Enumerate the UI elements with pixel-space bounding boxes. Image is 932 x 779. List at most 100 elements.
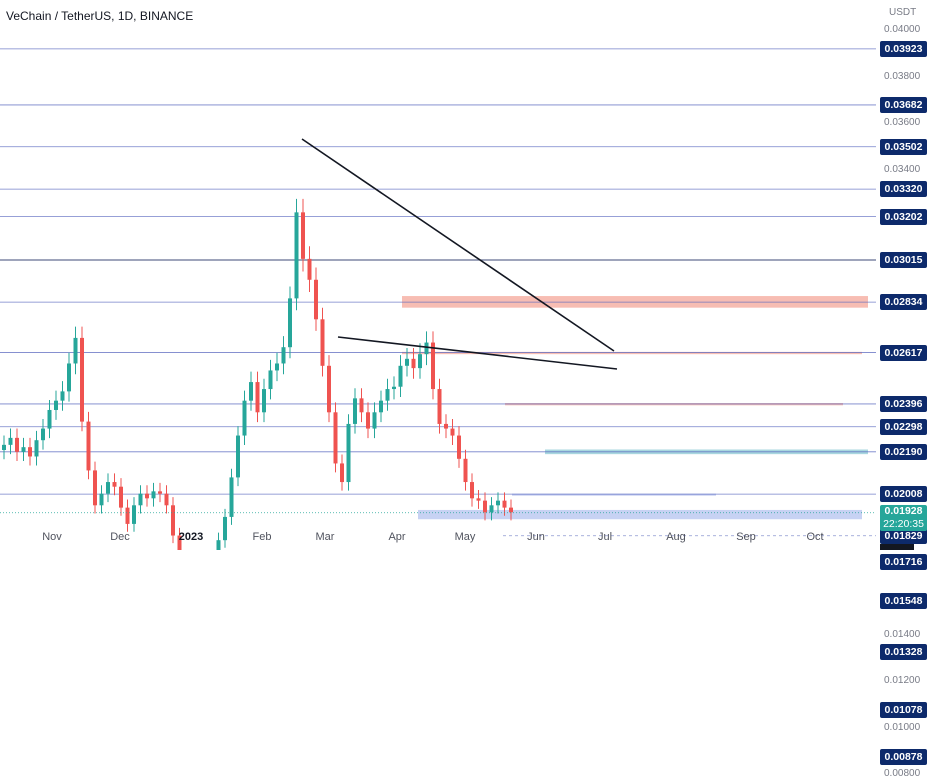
price-tag-6: 0.02834 [880, 294, 927, 311]
candle-body [301, 212, 305, 259]
candle-body [307, 258, 312, 280]
candle-body [229, 477, 234, 517]
candle-body [54, 400, 58, 410]
candle-body [177, 535, 182, 550]
candle-body [294, 212, 299, 299]
candle-body [405, 358, 409, 366]
candle-body [333, 412, 338, 464]
chart-title: VeChain / TetherUS, 1D, BINANCE [6, 9, 194, 23]
zone-red-1 [402, 351, 862, 355]
candle-body [171, 505, 175, 536]
candle-body [223, 516, 227, 541]
price-tag-5: 0.03015 [880, 252, 927, 268]
candle-body [346, 423, 351, 483]
candle-body [249, 382, 253, 401]
y-tick-label: 0.01200 [884, 675, 921, 686]
candle-body [112, 482, 117, 487]
candle-body [125, 507, 130, 524]
price-tag-16: 0.01078 [880, 702, 927, 719]
price-tag-10: 0.02190 [880, 443, 927, 460]
candle-body [2, 444, 6, 451]
y-tick-label: 0.03600 [884, 117, 921, 128]
price-tag-15: 0.01328 [880, 644, 927, 661]
bar-countdown: 22:20:35 [883, 517, 924, 530]
candles-group [2, 198, 513, 550]
candle-body [242, 400, 247, 436]
candle-body [93, 470, 97, 506]
candle-body [15, 437, 19, 452]
candle-body [437, 389, 442, 424]
x-tick-label: Dec [110, 531, 130, 543]
price-tag-8: 0.02396 [880, 395, 927, 412]
price-tag-0: 0.03923 [880, 40, 927, 57]
x-tick-label: Nov [42, 531, 62, 543]
candle-body [385, 389, 390, 401]
candle-body [99, 493, 104, 506]
zone-current-outline [512, 493, 716, 496]
candle-body [106, 482, 110, 494]
y-tick-label: 0.03800 [884, 70, 921, 82]
candle-body [41, 428, 45, 441]
candle-body [28, 447, 32, 457]
x-tick-label: Oct [806, 531, 824, 543]
candle-body [483, 500, 487, 513]
candle-body [236, 435, 240, 478]
candle-body [496, 500, 500, 506]
x-tick-label: Jun [527, 531, 545, 543]
price-tag-4: 0.03202 [880, 208, 927, 225]
candle-body [67, 363, 71, 392]
zone-blue-4 [418, 509, 862, 520]
currency-unit: USDT [889, 7, 917, 18]
candle-body [444, 423, 448, 429]
candle-body [457, 435, 461, 459]
candle-body [509, 507, 513, 513]
candle-body [132, 505, 136, 524]
candle-body [463, 458, 468, 483]
candle-body [158, 491, 162, 494]
candle-body [327, 365, 331, 413]
candle-body [372, 412, 377, 429]
x-tick-label: May [454, 531, 476, 543]
price-tag-12: 0.01829 [880, 527, 927, 544]
candle-body [119, 486, 123, 508]
descending-trendline [301, 138, 615, 352]
price-tag-7: 0.02617 [880, 344, 927, 361]
candle-body [34, 440, 39, 457]
y-tick-label: 0.01400 [884, 628, 921, 640]
candle-body [320, 319, 325, 366]
candle-body [138, 493, 143, 506]
candle-body [145, 493, 149, 499]
y-tick-label: 0.01000 [884, 721, 921, 733]
candle-body [470, 482, 474, 499]
candle-body [340, 463, 344, 483]
candle-body [275, 363, 279, 371]
x-tick-label: Aug [666, 531, 686, 543]
candle-body [424, 342, 429, 355]
candle-body [73, 337, 78, 364]
y-tick-label: 0.03400 [884, 163, 921, 175]
y-tick-label: 0.00800 [884, 768, 921, 779]
price-tag-1: 0.03682 [880, 96, 927, 113]
candle-body [47, 409, 52, 429]
candle-body [255, 382, 260, 413]
candle-body [502, 500, 507, 508]
y-tick-label: 0.04000 [884, 24, 921, 35]
candle-body [476, 498, 481, 501]
candle-body [366, 412, 370, 429]
candle-body [431, 342, 435, 390]
candle-body [86, 421, 91, 471]
candle-body [288, 298, 292, 348]
candle-body [60, 391, 65, 401]
candle-body [262, 389, 266, 413]
candle-body [216, 540, 221, 550]
price-chart[interactable] [0, 0, 932, 550]
ascending-support-line [337, 336, 618, 370]
price-tag-14: 0.01548 [880, 593, 927, 610]
price-tag-9: 0.02298 [880, 418, 927, 435]
tradingview-logo [880, 544, 914, 550]
price-tag-13: 0.01716 [880, 554, 927, 571]
current-price-tag: 0.01928 22:20:35 [880, 504, 927, 531]
candle-body [359, 398, 364, 413]
candle-body [450, 428, 455, 436]
candle-body [21, 447, 26, 452]
